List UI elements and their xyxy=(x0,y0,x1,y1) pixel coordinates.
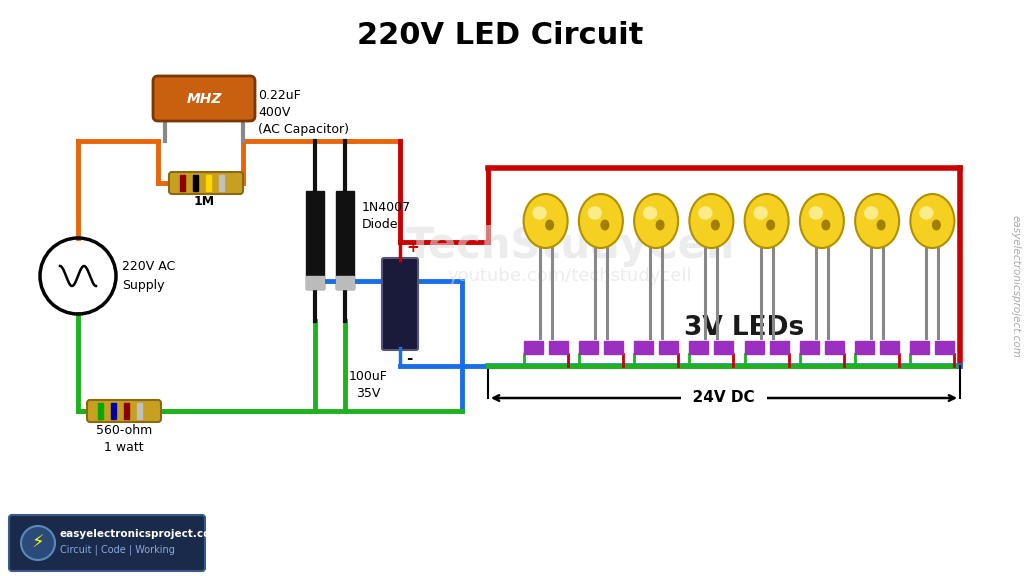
FancyBboxPatch shape xyxy=(87,400,161,422)
Bar xyxy=(523,341,543,354)
Ellipse shape xyxy=(579,194,623,248)
Text: MHZ: MHZ xyxy=(186,92,221,106)
Bar xyxy=(659,341,678,354)
Text: easyelectronicsproject.com: easyelectronicsproject.com xyxy=(1011,215,1021,358)
Ellipse shape xyxy=(698,206,713,220)
Bar xyxy=(880,341,899,354)
Bar xyxy=(910,341,930,354)
Ellipse shape xyxy=(634,194,678,248)
Bar xyxy=(111,403,116,419)
Bar xyxy=(800,341,819,354)
Bar xyxy=(124,403,129,419)
FancyBboxPatch shape xyxy=(382,258,418,350)
Bar xyxy=(306,276,324,289)
Ellipse shape xyxy=(711,219,720,230)
Text: Circuit | Code | Working: Circuit | Code | Working xyxy=(60,545,175,555)
Text: 24V DC: 24V DC xyxy=(682,391,766,406)
Ellipse shape xyxy=(545,219,554,230)
Text: 100uF
35V: 100uF 35V xyxy=(348,370,387,400)
FancyBboxPatch shape xyxy=(9,515,205,571)
Ellipse shape xyxy=(809,206,823,220)
Ellipse shape xyxy=(920,206,934,220)
Ellipse shape xyxy=(800,194,844,248)
Text: TechStudyCell: TechStudyCell xyxy=(406,225,734,267)
Ellipse shape xyxy=(600,219,609,230)
Ellipse shape xyxy=(643,206,657,220)
Bar xyxy=(137,403,142,419)
Ellipse shape xyxy=(864,206,879,220)
Bar xyxy=(336,276,354,289)
Bar xyxy=(206,175,211,191)
Text: 560-ohm
1 watt: 560-ohm 1 watt xyxy=(96,424,153,454)
Ellipse shape xyxy=(932,219,941,230)
Bar xyxy=(219,175,224,191)
Text: -: - xyxy=(406,351,413,366)
Ellipse shape xyxy=(855,194,899,248)
Circle shape xyxy=(22,526,55,560)
Bar xyxy=(715,341,733,354)
Ellipse shape xyxy=(532,206,547,220)
Bar xyxy=(336,191,354,289)
Text: 220V LED Circuit: 220V LED Circuit xyxy=(356,21,643,50)
Bar xyxy=(180,175,185,191)
Text: 1N4007
Diode: 1N4007 Diode xyxy=(362,201,411,231)
Bar xyxy=(98,403,103,419)
Text: 1M: 1M xyxy=(194,195,215,208)
Bar xyxy=(634,341,653,354)
Ellipse shape xyxy=(910,194,954,248)
Ellipse shape xyxy=(766,219,775,230)
Bar xyxy=(579,341,598,354)
Bar xyxy=(825,341,844,354)
Ellipse shape xyxy=(523,194,567,248)
Ellipse shape xyxy=(689,194,733,248)
Bar xyxy=(935,341,954,354)
Ellipse shape xyxy=(754,206,768,220)
Text: 3V LEDs: 3V LEDs xyxy=(684,315,804,341)
Bar xyxy=(306,191,324,289)
Ellipse shape xyxy=(821,219,830,230)
Text: 0.22uF
400V
(AC Capacitor): 0.22uF 400V (AC Capacitor) xyxy=(258,89,349,136)
Text: +: + xyxy=(406,241,419,256)
Ellipse shape xyxy=(588,206,602,220)
Bar xyxy=(855,341,874,354)
FancyBboxPatch shape xyxy=(153,76,255,121)
Bar xyxy=(604,341,623,354)
Bar xyxy=(193,175,198,191)
Bar xyxy=(744,341,764,354)
Bar xyxy=(770,341,788,354)
Ellipse shape xyxy=(655,219,665,230)
Bar xyxy=(549,341,567,354)
Ellipse shape xyxy=(877,219,886,230)
Text: youtube.com/techstudycell: youtube.com/techstudycell xyxy=(447,267,692,285)
Text: easyelectronicsproject.com: easyelectronicsproject.com xyxy=(60,529,222,539)
Text: 220V AC
Supply: 220V AC Supply xyxy=(122,260,175,291)
Ellipse shape xyxy=(744,194,788,248)
Bar xyxy=(689,341,709,354)
FancyBboxPatch shape xyxy=(169,172,243,194)
Text: ⚡: ⚡ xyxy=(32,534,44,552)
